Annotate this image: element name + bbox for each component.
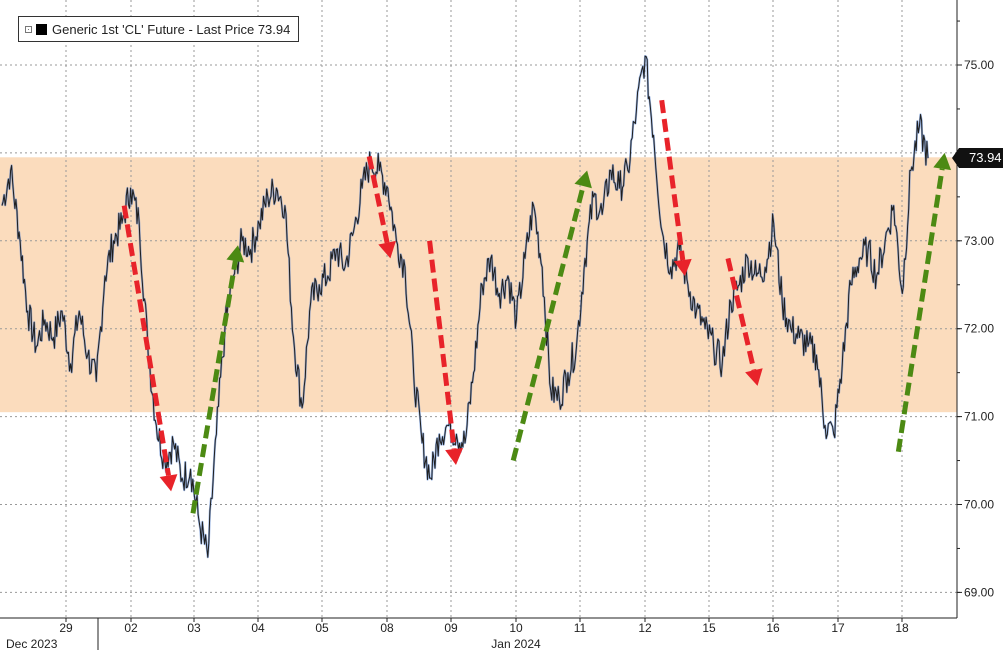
annotation-arrows xyxy=(121,99,952,514)
x-group-label: Dec 2023 xyxy=(6,637,58,650)
x-tick-label: 05 xyxy=(315,621,329,635)
x-tick-label: 04 xyxy=(251,621,265,635)
down-arrow xyxy=(121,205,178,492)
x-tick-label: 15 xyxy=(702,621,716,635)
y-tick-label: 70.00 xyxy=(964,498,994,512)
down-arrow-head xyxy=(159,474,178,492)
down-arrow-shaft xyxy=(366,155,390,244)
up-arrow xyxy=(190,245,245,514)
x-tick-label: 09 xyxy=(444,621,458,635)
x-tick-label: 29 xyxy=(59,621,73,635)
x-tick-label: 18 xyxy=(895,621,909,635)
y-tick-label: 73.00 xyxy=(964,234,994,248)
down-arrow-head xyxy=(745,368,763,386)
price-line xyxy=(1,55,929,558)
down-arrow-shaft xyxy=(121,205,171,476)
gridlines xyxy=(0,0,957,618)
down-arrow-shaft xyxy=(427,240,457,450)
highlight-band xyxy=(0,157,957,413)
down-arrow-shaft xyxy=(725,257,757,371)
legend[interactable]: Generic 1st 'CL' Future - Last Price 73.… xyxy=(18,16,300,42)
price-series-layer xyxy=(0,55,930,559)
down-arrow xyxy=(659,99,692,276)
up-arrow-head xyxy=(933,152,952,171)
y-tick-label: 69.00 xyxy=(964,585,994,599)
up-arrow-shaft xyxy=(895,168,945,453)
highlight-band-layer xyxy=(0,157,957,413)
x-tick-label: 17 xyxy=(831,621,845,635)
x-tick-label: 11 xyxy=(574,621,587,635)
down-arrow-head xyxy=(378,240,396,259)
up-arrow-head xyxy=(574,170,592,189)
down-arrow-shaft xyxy=(659,99,686,261)
up-arrow xyxy=(895,152,952,453)
down-arrow-head xyxy=(445,448,464,465)
x-tick-label: 02 xyxy=(124,621,138,635)
up-arrow xyxy=(510,170,592,462)
down-arrow xyxy=(427,240,464,465)
y-tick-label: 71.00 xyxy=(964,410,994,424)
y-tick-label: 75.00 xyxy=(964,58,994,72)
down-arrow xyxy=(725,257,763,386)
x-tick-label: 12 xyxy=(638,621,652,635)
up-arrow-shaft xyxy=(190,260,238,514)
legend-swatch xyxy=(36,23,47,35)
legend-toggle-icon[interactable] xyxy=(25,25,32,33)
x-tick-label: 03 xyxy=(187,621,201,635)
down-arrow-head xyxy=(673,258,692,276)
x-tick-label: 16 xyxy=(766,621,780,635)
legend-label: Generic 1st 'CL' Future - Last Price 73.… xyxy=(52,21,291,37)
x-tick-label: 08 xyxy=(380,621,394,635)
y-tick-label: 72.00 xyxy=(964,322,994,336)
down-arrow xyxy=(366,155,396,259)
up-arrow-shaft xyxy=(510,185,586,462)
up-arrow-head xyxy=(226,245,245,263)
last-price-tag: 73.94 xyxy=(952,148,1003,168)
x-group-label: Jan 2024 xyxy=(491,637,541,650)
x-tick-label: 10 xyxy=(509,621,523,635)
